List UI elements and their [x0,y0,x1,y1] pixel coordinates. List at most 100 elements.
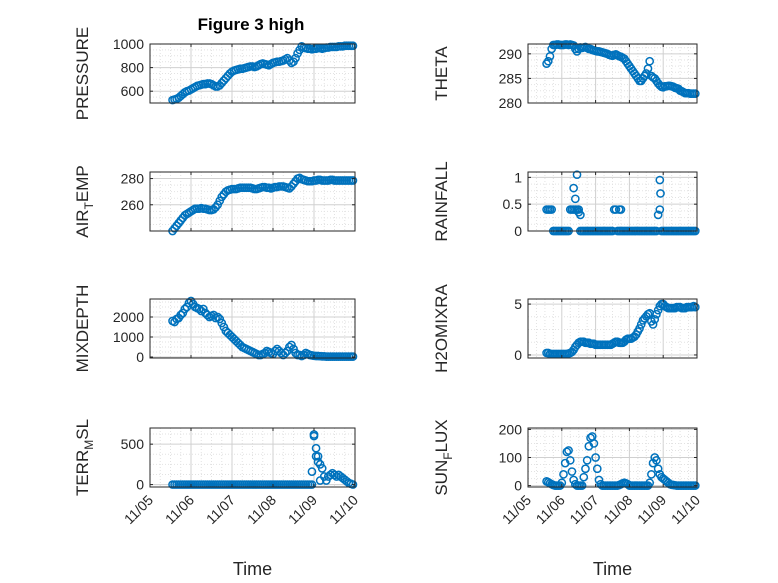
axes-box [527,171,698,232]
data-point [348,352,358,361]
subplot-theta: 280 285 290 THETA [432,40,700,111]
y-axis-label: SUNFLUX [432,419,455,495]
y-tick-label: 200 [499,421,523,437]
data-point [348,480,358,489]
data-point [648,320,658,329]
y-tick-label: 285 [499,70,523,86]
data-point [589,439,599,448]
y-tick-label: 5 [514,296,522,312]
data-point [543,56,553,66]
data-point [576,210,585,220]
data-point [203,310,212,320]
y-tick-label: 2000 [113,309,144,325]
data-point [635,324,644,333]
plot-area [528,172,697,231]
y-tick-label: 280 [499,95,523,111]
data-point [645,478,655,488]
data-point [315,476,325,485]
subplot-pressure: 600 800 1000 PRESSURE [73,27,358,121]
data-point [196,306,206,316]
data-point [280,348,290,358]
y-axis-label: MIXDEPTH [73,285,92,373]
y-tick-label: 0 [136,477,144,493]
subplot-h2omixra: 0 5 H2OMIXRA [432,283,700,373]
data-point [616,205,626,214]
data-point [311,451,321,461]
data-point [653,210,663,220]
y-axis-label: PRESSURE [73,27,92,121]
data-point [260,348,270,358]
y-tick-label: 260 [121,197,145,213]
data-point [213,312,222,322]
data-point [611,205,621,214]
data-point [317,464,327,473]
x-axis-label: Time [233,559,272,579]
data-point [592,464,602,474]
data-point [311,443,321,453]
axes-box [527,298,698,359]
data-point [645,56,655,66]
axes-box [149,427,356,488]
y-tick-label: 800 [121,60,145,76]
axes-box [149,171,356,232]
data-point [348,41,358,51]
axes-box [149,298,356,359]
data-point [569,183,578,193]
subplot-mixdepth: 0 1000 2000 MIXDEPTH [73,285,358,373]
axes-box [149,43,356,104]
data-point [307,467,317,476]
y-tick-label: 500 [121,436,145,452]
data-point [559,470,568,479]
data-point [647,470,656,479]
data-point [653,464,663,474]
figure-title: Figure 3 high [198,15,305,34]
data-point [574,205,584,214]
x-axis-label: Time [593,559,632,579]
y-tick-label: 0 [136,349,144,365]
data-point [194,304,204,314]
subplot-rainfall: 0 0.5 1 RAINFALL [432,161,700,242]
data-point [180,304,190,314]
data-point [564,446,573,455]
y-tick-label: 280 [121,171,145,187]
y-axis-label: RAINFALL [432,161,451,241]
data-point [307,480,317,489]
y-axis-label: TERRMSL [73,419,96,496]
data-point [291,53,300,63]
data-point [285,342,294,352]
data-point [572,170,582,180]
data-point [652,309,661,319]
data-point [655,205,665,214]
y-tick-label: 0.5 [503,196,523,212]
y-tick-label: 1000 [113,329,144,345]
data-point [690,302,700,312]
data-point [579,472,589,482]
data-point [299,350,309,360]
y-tick-label: 1000 [113,36,144,52]
data-point [582,455,592,465]
y-axis-label: THETA [432,46,451,101]
data-point [652,455,661,465]
y-tick-label: 100 [499,450,523,466]
y-tick-label: 1 [514,169,522,185]
data-point [562,447,572,457]
data-point [690,89,700,99]
data-point [591,453,600,462]
data-point [567,467,577,476]
data-point [577,481,587,490]
data-point [348,176,358,185]
y-tick-label: 0 [514,223,522,239]
data-point [656,189,665,198]
y-tick-label: 290 [499,46,523,62]
data-point [176,310,186,320]
data-point [565,455,575,465]
data-point [650,314,660,324]
y-axis-label: AIRTEMP [73,165,96,238]
y-tick-label: 0 [514,347,522,363]
data-point [313,457,323,467]
data-point [655,175,665,185]
y-tick-label: 600 [121,83,145,99]
data-point [570,194,580,204]
data-point [547,205,557,214]
